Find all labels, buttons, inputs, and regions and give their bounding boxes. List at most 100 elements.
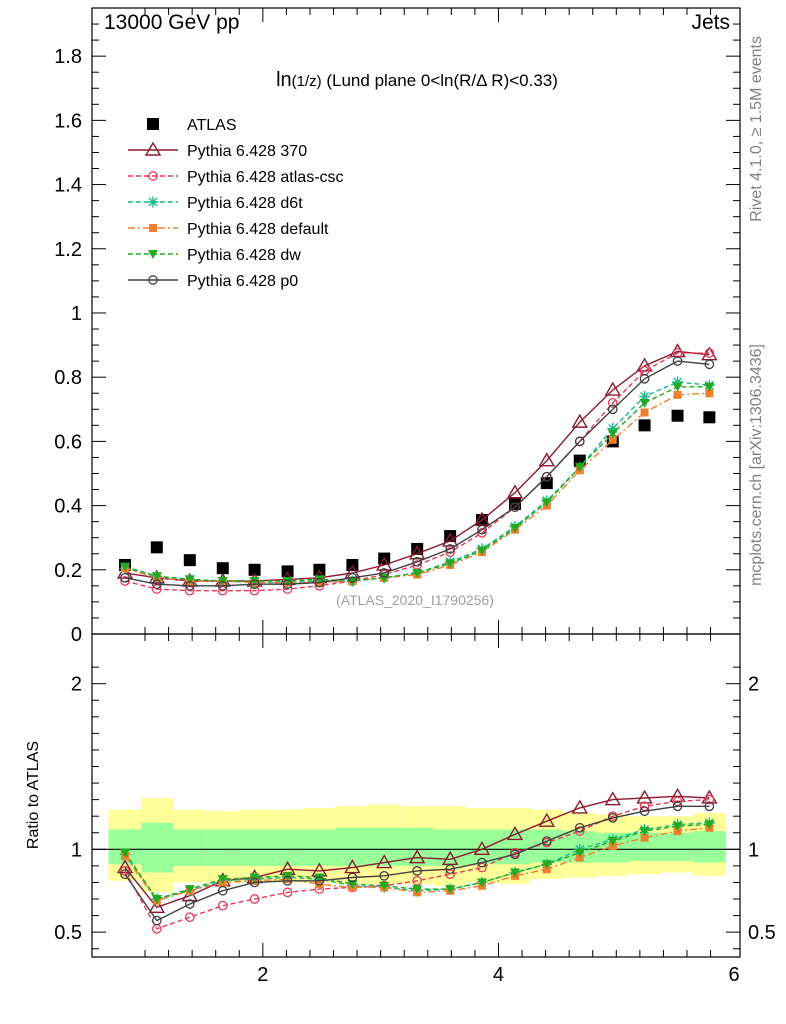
data-point bbox=[408, 849, 426, 864]
data-point bbox=[639, 806, 650, 817]
data-point bbox=[476, 878, 487, 888]
data-point bbox=[445, 885, 456, 895]
data-point bbox=[673, 390, 682, 399]
data-point bbox=[672, 822, 683, 832]
data-point bbox=[704, 801, 715, 812]
series-pythia-6-428-dw bbox=[119, 382, 715, 587]
title-ln: ln bbox=[276, 69, 292, 91]
series-line bbox=[124, 352, 710, 592]
data-point bbox=[608, 435, 617, 444]
data-point bbox=[314, 875, 325, 886]
data-point bbox=[249, 577, 260, 587]
legend-entry-pythia-6-428-dw: Pythia 6.428 dw bbox=[128, 247, 301, 264]
rivet-version-label: Rivet 4.1.0, ≥ 1.5M events bbox=[748, 36, 765, 222]
ratio-panel-series bbox=[116, 787, 718, 934]
data-point bbox=[248, 563, 261, 576]
data-point bbox=[705, 389, 714, 398]
data-point bbox=[183, 554, 196, 567]
data-point bbox=[506, 826, 524, 841]
data-point bbox=[120, 572, 130, 583]
data-point bbox=[282, 577, 293, 587]
data-point bbox=[217, 885, 228, 896]
data-point bbox=[672, 382, 683, 392]
ratio-y-tick-label-right: 1 bbox=[748, 839, 759, 861]
uncertainty-bands bbox=[108, 797, 726, 893]
data-point bbox=[701, 789, 718, 804]
data-point bbox=[445, 559, 456, 569]
legend: ATLAS Pythia 6.428 370 Pythia 6.428 atlas-… bbox=[128, 117, 344, 290]
green-band-bin bbox=[206, 829, 239, 866]
data-point bbox=[375, 854, 393, 869]
data-point bbox=[510, 502, 520, 513]
data-point bbox=[184, 885, 195, 895]
data-point bbox=[379, 881, 390, 891]
legend-marker bbox=[147, 196, 159, 208]
green-band-bin bbox=[692, 831, 726, 863]
title-fraction: (1/z) bbox=[292, 73, 322, 90]
legend-marker bbox=[148, 250, 158, 259]
data-point bbox=[574, 463, 585, 473]
data-point bbox=[217, 900, 228, 911]
data-point bbox=[314, 575, 325, 585]
data-point bbox=[412, 885, 423, 895]
data-point bbox=[704, 382, 715, 392]
data-point bbox=[639, 801, 650, 812]
data-point bbox=[704, 359, 715, 370]
data-point bbox=[314, 577, 325, 588]
data-point bbox=[441, 850, 459, 865]
legend-entry-pythia-6-428-370: Pythia 6.428 370 bbox=[128, 141, 307, 160]
data-point bbox=[639, 398, 650, 408]
y-tick-label: 1 bbox=[71, 303, 82, 325]
data-point bbox=[509, 524, 520, 534]
ratio-y-tick-label: 1 bbox=[71, 839, 82, 861]
green-band-bin bbox=[433, 829, 466, 866]
green-band-bin bbox=[238, 829, 272, 866]
ratio-series-pythia-6-428-p0 bbox=[120, 801, 715, 926]
ratio-y-tick-label: 0.5 bbox=[54, 922, 82, 944]
data-point bbox=[541, 498, 552, 508]
analysis-watermark: (ATLAS_2020_I1790256) bbox=[336, 592, 494, 608]
data-point bbox=[347, 872, 358, 883]
green-band-bin bbox=[271, 829, 303, 866]
series-line bbox=[124, 805, 710, 922]
y-tick-label: 0.2 bbox=[54, 560, 82, 582]
data-point bbox=[607, 429, 618, 439]
ratio-axis-label: Ratio to ATLAS bbox=[25, 741, 42, 849]
data-point bbox=[151, 572, 162, 582]
y-tick-label: 0 bbox=[71, 624, 82, 646]
green-band-bin bbox=[141, 822, 174, 873]
data-point bbox=[379, 870, 390, 881]
legend-entry-pythia-6-428-d6t: Pythia 6.428 d6t bbox=[128, 195, 303, 212]
green-band-bin bbox=[400, 827, 434, 866]
data-point bbox=[703, 411, 716, 424]
data-point bbox=[314, 873, 325, 883]
data-point bbox=[704, 348, 715, 358]
top-panel-frame bbox=[91, 7, 741, 635]
y-tick-label: 0.4 bbox=[54, 496, 82, 518]
data-point bbox=[151, 579, 162, 590]
data-point bbox=[120, 576, 130, 586]
legend-marker bbox=[144, 141, 162, 156]
ratio-y-tick-label-right: 2 bbox=[748, 674, 759, 696]
data-point bbox=[669, 343, 686, 358]
legend-label: Pythia 6.428 dw bbox=[187, 247, 301, 264]
data-point bbox=[473, 840, 491, 856]
data-point bbox=[412, 875, 423, 886]
data-point bbox=[636, 357, 653, 372]
data-point bbox=[506, 484, 524, 499]
data-point bbox=[574, 826, 585, 836]
energy-label: 13000 GeV pp bbox=[104, 11, 239, 34]
title-rest: (Lund plane 0<ln(R/Δ R)<0.33) bbox=[322, 71, 558, 90]
data-point bbox=[638, 419, 651, 432]
data-point bbox=[249, 894, 260, 904]
x-tick-label: 6 bbox=[729, 964, 740, 986]
data-point bbox=[217, 875, 228, 885]
data-point bbox=[604, 791, 621, 806]
x-tick-label: 4 bbox=[493, 964, 504, 986]
data-point bbox=[704, 820, 715, 830]
data-point bbox=[477, 862, 487, 873]
data-point bbox=[508, 497, 521, 510]
data-point bbox=[571, 413, 588, 428]
data-point bbox=[184, 899, 195, 909]
